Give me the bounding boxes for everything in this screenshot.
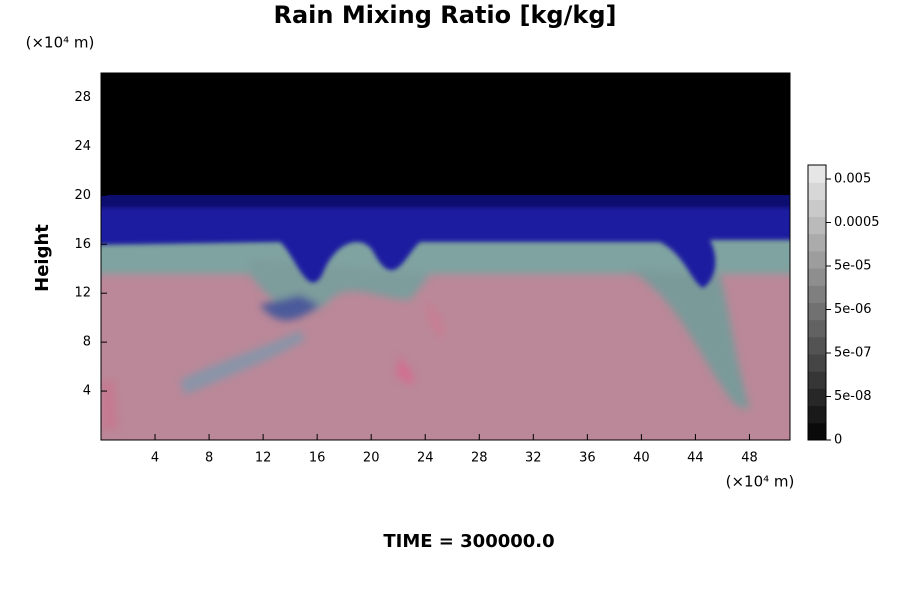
y-tick-label: 12 <box>74 286 91 301</box>
x-tick-label: 28 <box>471 451 488 466</box>
colorbar-step <box>808 336 826 355</box>
y-tick-label: 20 <box>74 188 91 203</box>
colorbar-step <box>808 165 826 183</box>
colorbar-step <box>808 302 826 321</box>
colorbar-step <box>808 182 826 200</box>
y-tick-label: 24 <box>74 139 91 154</box>
chart-title: Rain Mixing Ratio [kg/kg] <box>274 1 617 29</box>
colorbar-tick-label: 5e-07 <box>834 346 872 361</box>
y-label: Height <box>32 224 53 292</box>
colorbar-step <box>808 233 826 252</box>
footer: TIME = 300000.0 <box>383 531 554 552</box>
x-tick-label: 32 <box>525 451 542 466</box>
colorbar-step <box>808 285 826 303</box>
y-tick-label: 4 <box>83 384 91 399</box>
y-tick-label: 28 <box>74 90 91 105</box>
colorbar-step <box>808 371 826 389</box>
plot-frame <box>100 72 791 441</box>
colorbar <box>808 165 826 441</box>
x-tick-label: 40 <box>633 451 650 466</box>
x-unit: (×10⁴ m) <box>726 473 795 491</box>
x-tick-label: 20 <box>363 451 380 466</box>
colorbar-step <box>808 199 826 218</box>
colorbar-step <box>808 388 826 407</box>
x-tick-label: 4 <box>151 451 159 466</box>
x-tick-label: 48 <box>741 451 758 466</box>
colorbar-tick-label: 5e-06 <box>834 302 872 317</box>
colorbar-step <box>808 319 826 338</box>
colorbar-tick-label: 5e-08 <box>834 389 872 404</box>
y-unit: (×10⁴ m) <box>26 34 95 52</box>
x-tick-label: 16 <box>309 451 326 466</box>
colorbar-tick-label: 0.0005 <box>834 215 880 230</box>
colorbar-step <box>808 422 826 441</box>
colorbar-tick-label: 0.005 <box>834 172 871 187</box>
colorbar-step <box>808 354 826 372</box>
colorbar-step <box>808 250 826 269</box>
colorbar-tick-label: 0 <box>834 433 842 448</box>
colorbar-tick-label: 5e-05 <box>834 259 872 274</box>
colorbar-step <box>808 216 826 235</box>
colorbar-step <box>808 268 826 286</box>
colorbar-frame <box>807 164 827 441</box>
colorbar-step <box>808 405 826 424</box>
y-tick-label: 16 <box>74 237 91 252</box>
x-tick-label: 44 <box>687 451 704 466</box>
x-tick-label: 12 <box>255 451 272 466</box>
x-tick-label: 8 <box>205 451 213 466</box>
x-tick-label: 36 <box>579 451 596 466</box>
x-tick-label: 24 <box>417 451 434 466</box>
y-tick-label: 8 <box>83 335 91 350</box>
field <box>101 73 790 440</box>
